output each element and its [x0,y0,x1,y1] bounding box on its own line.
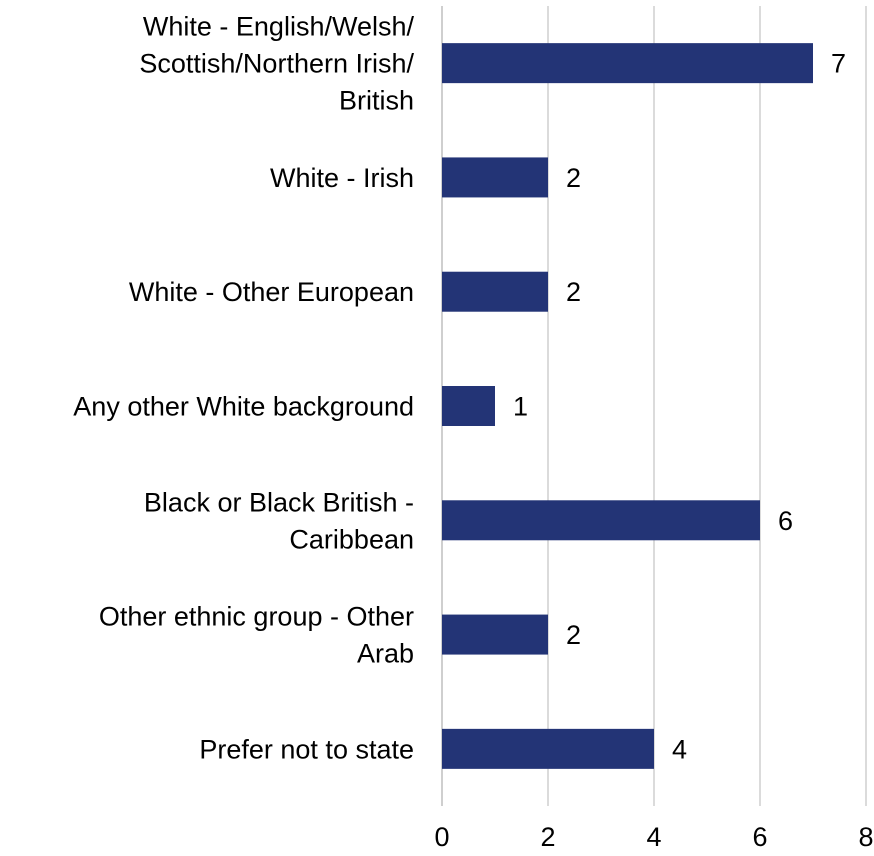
bar [442,43,813,84]
bar-value-label: 2 [566,620,581,650]
bar [442,271,548,312]
x-tick-label: 2 [540,822,555,852]
x-tick-label: 0 [434,822,449,852]
bar-value-label: 2 [566,163,581,193]
bar-value-label: 4 [672,734,687,764]
category-label: Black or Black British -Caribbean [144,487,414,554]
bar-value-label: 7 [831,49,846,79]
x-tick-label: 4 [646,822,661,852]
category-labels: White - English/Welsh/Scottish/Northern … [73,12,414,765]
bar [442,157,548,198]
x-axis-tick-labels: 0 2 4 6 8 [434,822,873,852]
bars [442,43,813,769]
category-label: White - Irish [270,163,414,193]
bar [442,728,654,769]
category-label: Other ethnic group - Other Arab [99,602,414,669]
x-tick-label: 8 [858,822,873,852]
category-label: Prefer not to state [199,734,414,764]
category-label: White - Other European [129,277,414,307]
bar-value-label: 2 [566,277,581,307]
value-labels: 7 2 2 1 6 2 4 [513,49,846,765]
x-tick-label: 6 [752,822,767,852]
category-label: White - English/Welsh/Scottish/Northern … [139,12,414,116]
gridlines [441,6,867,806]
bar-value-label: 1 [513,392,528,422]
bar-value-label: 6 [778,506,793,536]
bar [442,500,760,541]
bar [442,614,548,655]
bar [442,386,495,426]
category-label: Any other White background [73,392,414,422]
